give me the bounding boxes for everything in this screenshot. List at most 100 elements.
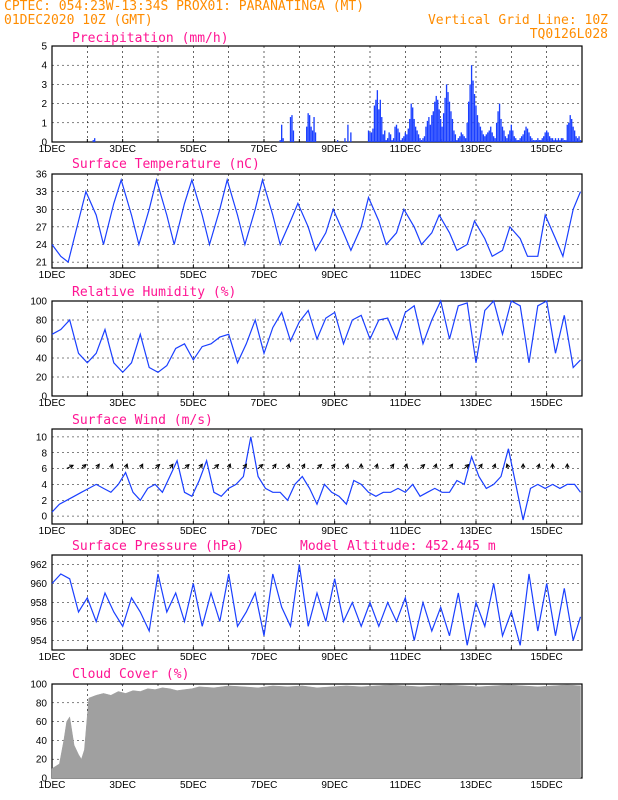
panel-0-bar: [432, 111, 434, 142]
panel-0-bar: [491, 132, 493, 142]
panel-0-bar: [94, 138, 96, 142]
panel-0-bar: [306, 126, 308, 142]
panel-3-wind-arrowhead: [433, 463, 438, 469]
panel-5-xtick-label: 1DEC: [39, 780, 66, 791]
panel-0-bar: [404, 132, 406, 142]
panel-1-series-line: [51, 177, 582, 264]
panel-0-bar: [423, 136, 426, 142]
panel-0-bar: [391, 140, 393, 142]
panel-0-bar: [485, 134, 487, 142]
panel-2-ytick-label: 0: [41, 392, 47, 403]
panel-0-bar: [451, 118, 454, 142]
panel-0-bar: [367, 130, 370, 142]
panel-0-bar: [444, 97, 446, 142]
panel-4-annotation: Model Altitude: 452.445 m: [300, 539, 496, 554]
panel-0-bar: [469, 84, 471, 142]
panel-2-ytick-label: 80: [36, 316, 48, 327]
panel-1-xtick-label: 9DEC: [321, 270, 348, 281]
panel-3-title: Surface Wind (m/s): [72, 413, 213, 428]
panel-0-bar: [311, 130, 314, 142]
panel-2-xtick-label: 3DEC: [109, 398, 136, 409]
panel-0-xtick-label: 15DEC: [531, 144, 563, 155]
panel-0-bar: [487, 132, 489, 142]
panel-0-bar: [434, 101, 436, 142]
panel-0-bar: [428, 117, 430, 142]
panel-3-xtick-label: 1DEC: [39, 526, 66, 537]
panel-3-wind-arrowhead: [214, 463, 220, 469]
panel-0-bar: [336, 140, 339, 142]
panel-0-bar: [419, 138, 421, 142]
panel-0-title: Precipitation (mm/h): [72, 31, 229, 46]
panel-0-xtick-label: 9DEC: [321, 144, 348, 155]
panel-0-bar: [500, 118, 502, 142]
panel-0-bar: [553, 140, 555, 142]
panel-0-bar: [420, 140, 423, 142]
panel-3-wind-arrow: [66, 464, 74, 469]
panel-4-xtick-label: 11DEC: [390, 652, 422, 663]
panel-0-bar: [520, 136, 523, 142]
header-station: CPTEC: 054:23W-13:34S PROX01: PARANATING…: [4, 0, 365, 14]
panel-0-bar: [344, 138, 346, 142]
panel-3-xtick-label: 13DEC: [460, 526, 492, 537]
panel-0-bar: [384, 130, 386, 142]
panel-4-xtick-label: 9DEC: [321, 652, 348, 663]
panel-2-xtick-label: 9DEC: [321, 398, 348, 409]
panel-0-bar: [543, 136, 545, 142]
panel-0-bar: [426, 120, 429, 142]
panel-0-bar: [562, 138, 564, 142]
panel-0-bar: [573, 130, 576, 142]
panel-0-bar: [413, 118, 415, 142]
panel-0-bar: [369, 132, 371, 142]
panel-2-ytick-label: 60: [36, 335, 48, 346]
panel-0-ytick-label: 0: [41, 138, 47, 149]
panel-0-bar: [560, 138, 563, 142]
panel-0-bar: [398, 132, 401, 142]
panel-0-bar: [547, 132, 549, 142]
panel-0-bar: [313, 117, 315, 142]
panel-0-bar: [510, 124, 512, 142]
panel-0-bar: [378, 109, 380, 142]
panel-0-bar: [575, 136, 577, 142]
panel-0-bar: [425, 126, 427, 142]
panel-4-ytick-label: 956: [30, 617, 47, 628]
panel-3-wind-arrowhead: [564, 462, 570, 468]
panel-0-bar: [475, 105, 477, 142]
panel-0-bar: [516, 140, 518, 142]
panel-0-ytick-label: 3: [41, 80, 47, 91]
panel-0-bar: [92, 140, 94, 142]
panel-0-xtick-label: 5DEC: [180, 144, 207, 155]
panel-3-xtick-label: 5DEC: [180, 526, 207, 537]
panel-0-bar: [482, 134, 485, 142]
panel-0-bar: [414, 126, 417, 142]
panel-3-wind-arrowhead: [505, 463, 511, 469]
panel-0-bar: [416, 130, 418, 142]
panel-0-bar: [519, 138, 521, 142]
panel-0-bar: [454, 134, 457, 142]
panel-0-bar: [550, 138, 552, 142]
panel-0-bar: [506, 138, 508, 142]
panel-0-bar: [400, 140, 402, 142]
panel-3-wind-arrowhead: [448, 463, 454, 469]
panel-0-bar: [498, 103, 501, 142]
panel-0-ytick-label: 1: [41, 118, 47, 129]
panel-4-xtick-label: 5DEC: [180, 652, 207, 663]
panel-4-ytick-label: 958: [30, 598, 47, 609]
panel-0-bar: [382, 134, 384, 142]
panel-0-bar: [479, 126, 482, 142]
panel-5-ytick-label: 20: [36, 755, 48, 766]
panel-2-xtick-label: 11DEC: [390, 398, 422, 409]
panel-0-bar: [572, 126, 574, 142]
panel-5-ytick-label: 60: [36, 717, 48, 728]
panel-3-ytick-label: 0: [41, 512, 47, 523]
panel-3-ytick-label: 8: [41, 448, 47, 459]
panel-0-bar: [282, 138, 284, 142]
panel-0-bar: [397, 128, 399, 142]
panel-0-bar: [556, 140, 558, 142]
panel-2-ytick-label: 100: [30, 297, 47, 308]
panel-5-area: [51, 684, 581, 779]
panel-3-wind-arrowhead: [155, 463, 161, 469]
panel-4-xtick-label: 3DEC: [109, 652, 136, 663]
panel-0-bar: [509, 130, 511, 142]
panel-0-bar: [435, 95, 437, 142]
panel-0-bar: [422, 138, 424, 142]
